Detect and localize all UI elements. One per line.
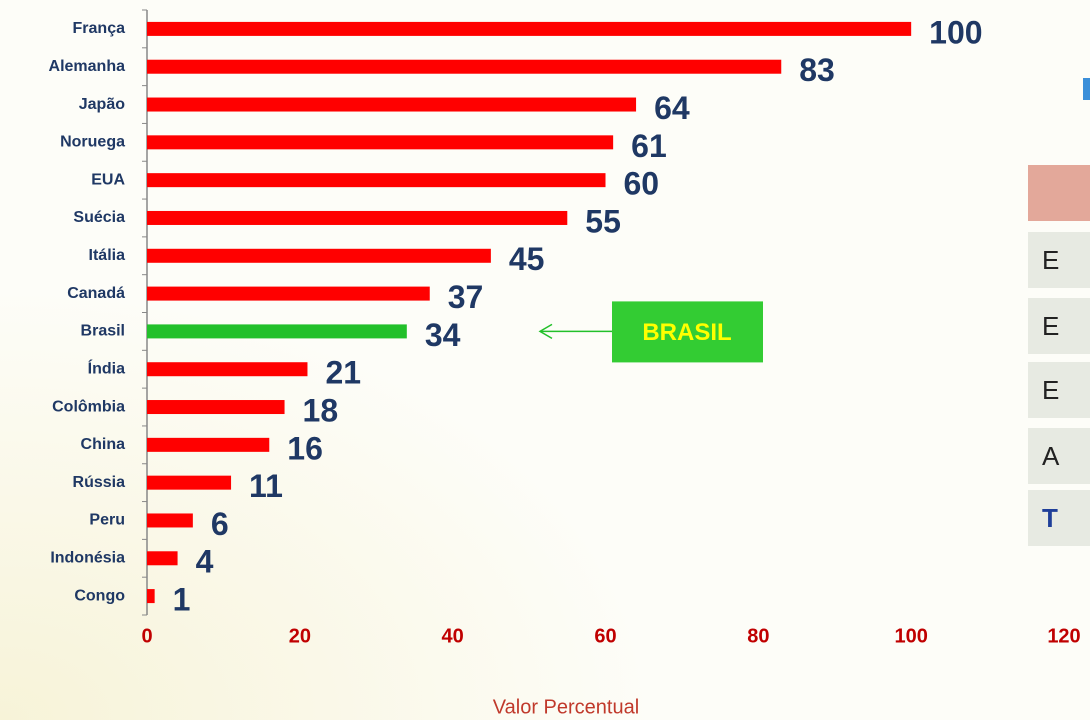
value-label: 6 (211, 506, 229, 542)
y-tick-label: Itália (89, 247, 126, 264)
y-tick-label: França (73, 20, 126, 37)
value-label: 21 (325, 355, 361, 391)
x-tick-label: 80 (747, 625, 769, 647)
y-tick-label: Índia (88, 358, 125, 377)
bar (147, 21, 912, 36)
bar (147, 97, 637, 112)
y-tick-label: China (81, 436, 126, 453)
table-cell (1028, 362, 1090, 418)
bar (147, 210, 568, 225)
value-label: 18 (303, 392, 339, 428)
y-tick-label: Peru (89, 512, 125, 529)
table-cell-text: T (1042, 503, 1058, 533)
value-label: 1 (173, 582, 191, 618)
bar (147, 475, 232, 490)
table-cell-text: E (1042, 311, 1059, 341)
bar (147, 513, 193, 528)
bar (147, 286, 430, 301)
value-label: 34 (425, 317, 461, 353)
y-tick-label: Indonésia (50, 550, 125, 567)
table-cell-text: A (1042, 441, 1060, 471)
bar (147, 589, 155, 604)
y-tick-label: Rússia (73, 474, 126, 491)
value-label: 55 (585, 203, 621, 239)
value-label: 37 (448, 279, 484, 315)
bar (147, 551, 178, 566)
annotation-text: BRASIL (642, 319, 731, 346)
bar (147, 59, 782, 74)
value-label: 45 (509, 241, 545, 277)
bar (147, 400, 285, 415)
x-tick-label: 120 (1047, 625, 1080, 647)
y-tick-label: Suécia (73, 209, 125, 226)
x-tick-label: 100 (894, 625, 927, 647)
x-tick-label: 40 (442, 625, 464, 647)
value-label: 16 (287, 430, 323, 466)
y-tick-label: EUA (91, 171, 125, 188)
bar (147, 362, 308, 377)
x-axis-label: Valor Percentual (493, 696, 639, 718)
x-tick-label: 20 (289, 625, 311, 647)
table-header (1028, 165, 1090, 221)
y-tick-label: Brasil (81, 323, 125, 340)
value-label: 64 (654, 90, 690, 126)
value-label: 4 (196, 544, 214, 580)
y-tick-label: Noruega (60, 134, 125, 151)
bar (147, 248, 491, 263)
bar (147, 173, 606, 188)
x-tick-label: 60 (594, 625, 616, 647)
y-tick-label: Congo (74, 587, 125, 604)
annotation-box (612, 301, 763, 363)
table-cell (1028, 232, 1090, 288)
partial-icon (1083, 78, 1090, 100)
table-cell (1028, 298, 1090, 354)
x-tick-label: 0 (141, 625, 152, 647)
table-cell (1028, 490, 1090, 546)
y-tick-label: Alemanha (49, 58, 126, 75)
y-tick-label: Colômbia (52, 398, 125, 415)
value-label: 60 (624, 166, 660, 202)
value-label: 11 (249, 468, 283, 504)
bar (147, 324, 407, 339)
value-label: 83 (799, 52, 835, 88)
y-tick-label: Japão (79, 96, 125, 113)
annotation-arrowhead (538, 323, 553, 340)
table-cell-text: E (1042, 375, 1059, 405)
table-cell-text: E (1042, 245, 1059, 275)
y-tick-label: Canadá (67, 285, 125, 302)
table-cell (1028, 428, 1090, 484)
value-label: 100 (929, 14, 982, 50)
bar (147, 135, 614, 150)
value-label: 61 (631, 128, 667, 164)
bar (147, 437, 270, 452)
